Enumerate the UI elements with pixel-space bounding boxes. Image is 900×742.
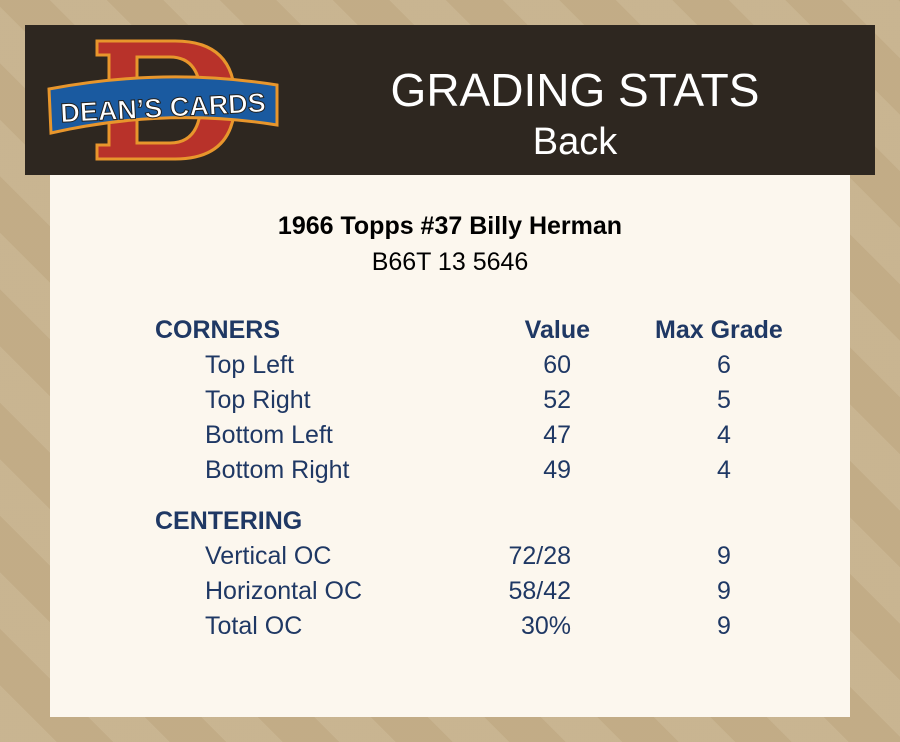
section-title: CENTERING: [155, 507, 303, 535]
card-cert: B66T 13 5646: [371, 248, 529, 276]
row-label: Top Left: [205, 351, 294, 379]
row-value: 47: [543, 421, 571, 449]
row-value: 60: [543, 351, 571, 379]
value-column-header: Value: [524, 316, 590, 344]
page-subtitle: Back: [532, 121, 618, 163]
row-label: Bottom Right: [205, 456, 350, 484]
row-max-grade: 5: [717, 386, 731, 414]
row-max-grade: 9: [717, 577, 731, 605]
row-value: 49: [543, 456, 571, 484]
row-label: Top Right: [205, 386, 311, 414]
card-name: 1966 Topps #37 Billy Herman: [277, 212, 623, 240]
row-value: 58/42: [508, 577, 571, 605]
row-value: 52: [543, 386, 571, 414]
row-max-grade: 4: [717, 456, 731, 484]
row-value: 72/28: [508, 542, 571, 570]
row-value: 30%: [520, 612, 571, 640]
header: DEAN’S CARDS GRADING STATS Back: [25, 25, 875, 175]
row-max-grade: 4: [717, 421, 731, 449]
section-title: CORNERS: [155, 316, 281, 344]
row-max-grade: 6: [717, 351, 731, 379]
stats-panel: 1966 Topps #37 Billy Herman B66T 13 5646…: [50, 175, 850, 717]
row-label: Bottom Left: [205, 421, 333, 449]
page-title: GRADING STATS: [390, 64, 760, 116]
row-max-grade: 9: [717, 612, 731, 640]
row-label: Horizontal OC: [205, 577, 362, 605]
deans-cards-logo: DEAN’S CARDS: [47, 39, 279, 161]
row-label: Vertical OC: [205, 542, 332, 570]
row-max-grade: 9: [717, 542, 731, 570]
max-grade-column-header: Max Grade: [655, 316, 783, 344]
row-label: Total OC: [205, 612, 303, 640]
